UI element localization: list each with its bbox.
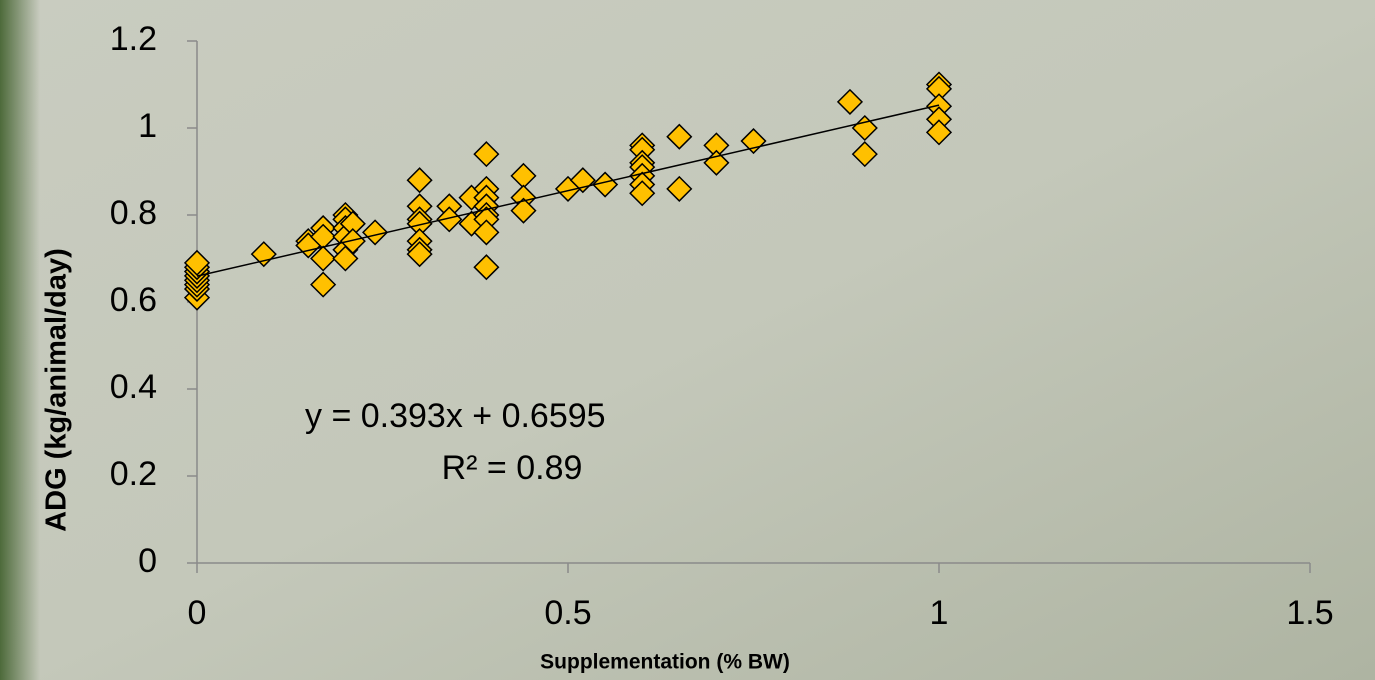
y-tick-label: 0.8 — [110, 194, 157, 232]
y-tick-label: 0.2 — [110, 455, 157, 493]
point — [666, 123, 693, 150]
point — [473, 254, 500, 281]
r-squared: R² = 0.89 — [442, 449, 583, 487]
point — [339, 228, 366, 255]
point — [473, 141, 500, 168]
point — [666, 175, 693, 202]
y-tick-label: 1 — [138, 107, 157, 145]
point — [925, 119, 953, 146]
point — [629, 180, 656, 207]
equation: y = 0.393x + 0.6595 — [305, 397, 606, 435]
point — [310, 245, 337, 272]
point — [406, 241, 433, 268]
point — [362, 219, 389, 246]
point — [406, 167, 433, 194]
point — [836, 88, 864, 115]
point — [510, 197, 537, 224]
x-tick-label: 0.5 — [544, 594, 591, 632]
point — [851, 141, 878, 168]
point — [250, 241, 277, 268]
y-tick-label: 0 — [138, 542, 157, 580]
y-tick-label: 1.2 — [110, 20, 157, 58]
y-tick-label: 0.6 — [110, 281, 157, 319]
point — [436, 206, 463, 233]
x-axis-label: Supplementation (% BW) — [540, 651, 790, 674]
trendline — [196, 104, 940, 277]
y-tick-label: 0.4 — [110, 368, 157, 406]
point — [183, 249, 211, 276]
y-axis-label: ADG (kg/animal/day) — [41, 248, 73, 532]
point — [310, 271, 337, 298]
point — [473, 219, 500, 246]
background-edge — [0, 0, 40, 680]
x-tick-label: 1.5 — [1286, 594, 1333, 632]
x-tick-label: 1 — [930, 594, 949, 632]
x-tick-label: 0 — [188, 594, 207, 632]
